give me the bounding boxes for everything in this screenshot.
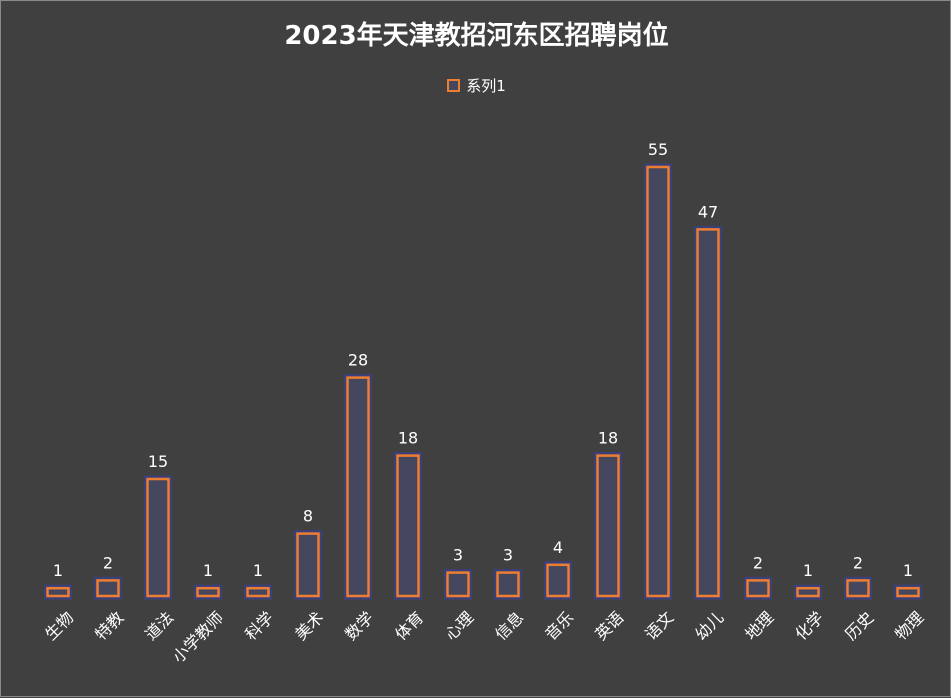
bar-心理 — [446, 571, 470, 598]
bar-shadow — [844, 576, 872, 600]
category-tick-label: 道法 — [141, 608, 177, 644]
data-label: 2 — [753, 553, 763, 572]
bar-shadow — [144, 475, 172, 600]
data-label: 4 — [553, 538, 563, 557]
bar-shadow — [194, 584, 222, 600]
bar-特教 — [96, 579, 120, 598]
bar-shadow — [644, 163, 672, 600]
bar-shadow — [894, 584, 922, 600]
data-label: 15 — [148, 452, 168, 471]
bar-生物 — [46, 586, 70, 598]
bar-shadow — [244, 584, 272, 600]
category-tick-label: 物理 — [891, 608, 927, 644]
data-label: 1 — [253, 561, 263, 580]
data-label: 47 — [698, 202, 718, 221]
category-tick-label: 科学 — [241, 608, 277, 644]
bar-小学教师 — [196, 586, 220, 598]
category-tick-label: 信息 — [491, 608, 527, 644]
bar-shadow — [294, 530, 322, 600]
bar-shadow — [344, 374, 372, 600]
bar-shadow — [544, 561, 572, 600]
bar-幼儿 — [696, 228, 720, 598]
category-tick-label: 幼儿 — [691, 608, 727, 644]
data-label: 28 — [348, 351, 368, 370]
category-tick-label: 化学 — [791, 608, 827, 644]
data-label: 1 — [203, 561, 213, 580]
chart-title: 2023年天津教招河东区招聘岗位 — [284, 21, 669, 51]
bar-shadow — [444, 569, 472, 600]
bar-shadow — [744, 576, 772, 600]
bar-shadow — [694, 225, 722, 600]
bar-历史 — [846, 579, 870, 598]
legend-swatch — [447, 79, 461, 92]
bar-信息 — [496, 571, 520, 598]
legend: 系列1 — [1, 75, 951, 96]
bar-shadow — [494, 569, 522, 600]
bar-shadow — [394, 452, 422, 600]
data-label: 8 — [303, 507, 313, 526]
data-label: 2 — [853, 553, 863, 572]
bar-物理 — [896, 586, 920, 598]
data-label: 1 — [53, 561, 63, 580]
category-tick-label: 地理 — [741, 608, 777, 644]
bar-音乐 — [546, 563, 570, 598]
data-label: 2 — [103, 553, 113, 572]
bar-地理 — [746, 579, 770, 598]
bar-英语 — [596, 454, 620, 598]
category-tick-label: 音乐 — [541, 608, 577, 644]
data-label: 3 — [453, 546, 463, 565]
category-tick-label: 历史 — [841, 608, 877, 644]
bar-体育 — [396, 454, 420, 598]
category-tick-label: 生物 — [41, 608, 77, 644]
data-label: 1 — [803, 561, 813, 580]
category-tick-label: 体育 — [391, 608, 427, 644]
bar-shadow — [94, 576, 122, 600]
category-tick-label: 语文 — [641, 608, 677, 644]
legend-label: 系列1 — [466, 77, 506, 95]
bar-化学 — [796, 586, 820, 598]
bar-shadow — [794, 584, 822, 600]
bar-道法 — [146, 477, 170, 598]
category-tick-label: 心理 — [441, 608, 477, 644]
bar-语文 — [646, 165, 670, 598]
category-tick-label: 美术 — [291, 608, 327, 644]
category-tick-label: 特教 — [91, 608, 127, 644]
bar-科学 — [246, 586, 270, 598]
data-label: 3 — [503, 546, 513, 565]
data-label: 1 — [903, 561, 913, 580]
category-tick-label: 数学 — [341, 608, 377, 644]
data-label: 18 — [598, 429, 618, 448]
category-tick-label: 小学教师 — [169, 608, 228, 667]
category-tick-label: 英语 — [591, 608, 627, 644]
bar-美术 — [296, 532, 320, 598]
bar-数学 — [346, 376, 370, 598]
data-label: 55 — [648, 140, 668, 159]
bar-shadow — [594, 452, 622, 600]
data-label: 18 — [398, 429, 418, 448]
bar-shadow — [44, 584, 72, 600]
